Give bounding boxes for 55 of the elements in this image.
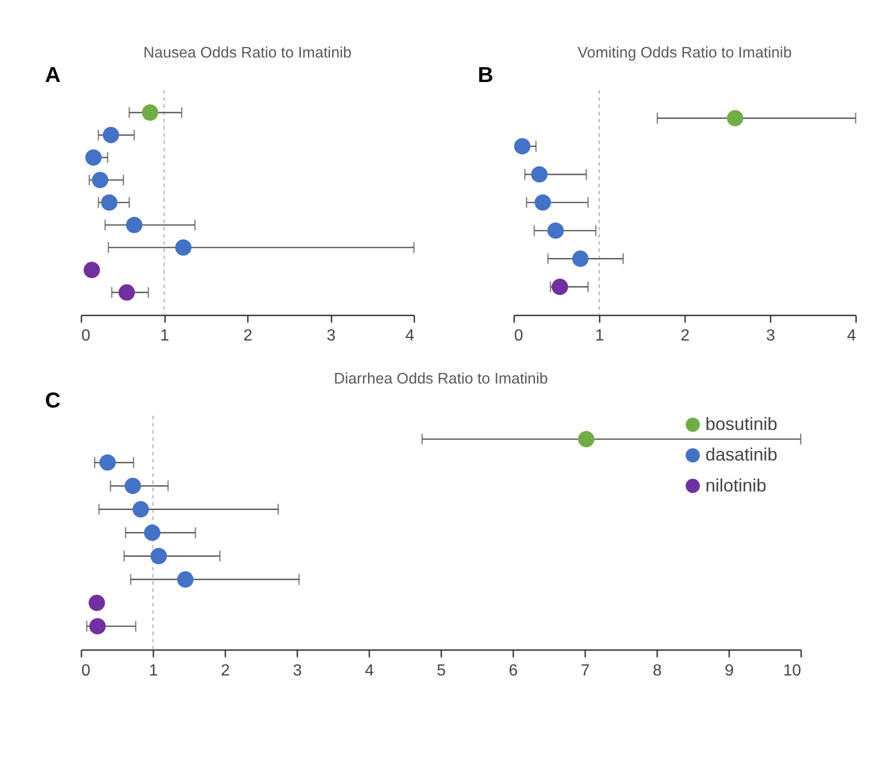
chart-title: Diarrhea Odds Ratio to Imatinib xyxy=(334,370,548,388)
x-tick-label: 0 xyxy=(81,661,90,680)
x-tick-label: 1 xyxy=(148,661,158,680)
chart-title: Vomiting Odds Ratio to Imatinib xyxy=(578,44,792,62)
x-tick-label: 4 xyxy=(364,661,374,680)
x-tick-label: 0 xyxy=(81,326,90,345)
point xyxy=(177,571,194,588)
x-tick-label: 2 xyxy=(680,326,690,345)
point xyxy=(514,138,530,154)
x-tick-label: 7 xyxy=(580,661,590,680)
point xyxy=(726,110,744,126)
point xyxy=(124,478,141,494)
x-tick-label: 5 xyxy=(436,661,446,680)
point xyxy=(102,126,120,144)
x-tick-label: 0 xyxy=(514,326,524,345)
point xyxy=(175,239,192,256)
x-tick-label: 3 xyxy=(292,661,302,680)
legend-label: dasatinib xyxy=(705,444,778,465)
legend-label: nilotinib xyxy=(705,475,766,496)
x-tick-label: 1 xyxy=(595,326,604,345)
point xyxy=(84,262,100,278)
point xyxy=(118,284,135,301)
point xyxy=(534,194,551,211)
point xyxy=(531,166,548,183)
text: A xyxy=(44,62,61,87)
point xyxy=(150,548,167,564)
x-tick-label: 6 xyxy=(508,661,518,680)
point xyxy=(126,216,142,234)
legend-label: bosutinib xyxy=(705,414,778,434)
point xyxy=(578,430,594,448)
x-tick-label: 10 xyxy=(783,661,802,680)
point xyxy=(85,149,102,166)
point xyxy=(89,618,106,634)
point xyxy=(101,194,118,211)
chart-title: Nausea Odds Ratio to Imatinib xyxy=(143,44,352,62)
x-tick-label: 2 xyxy=(220,661,230,680)
point xyxy=(88,594,105,612)
point xyxy=(547,222,564,239)
point xyxy=(144,524,160,541)
point xyxy=(552,278,568,296)
x-tick-label: 4 xyxy=(405,326,414,345)
x-tick-label: 8 xyxy=(652,661,662,680)
text: C xyxy=(44,388,61,413)
point xyxy=(142,104,158,121)
x-tick-label: 3 xyxy=(766,326,776,345)
x-tick-label: 4 xyxy=(847,326,856,345)
point xyxy=(99,454,116,471)
x-tick-label: 1 xyxy=(160,326,170,345)
x-tick-label: 2 xyxy=(243,326,252,345)
text: B xyxy=(478,62,494,87)
x-tick-label: 9 xyxy=(724,661,734,680)
x-tick-label: 3 xyxy=(326,326,336,345)
point xyxy=(132,501,149,518)
point xyxy=(572,250,589,267)
point xyxy=(92,172,108,188)
